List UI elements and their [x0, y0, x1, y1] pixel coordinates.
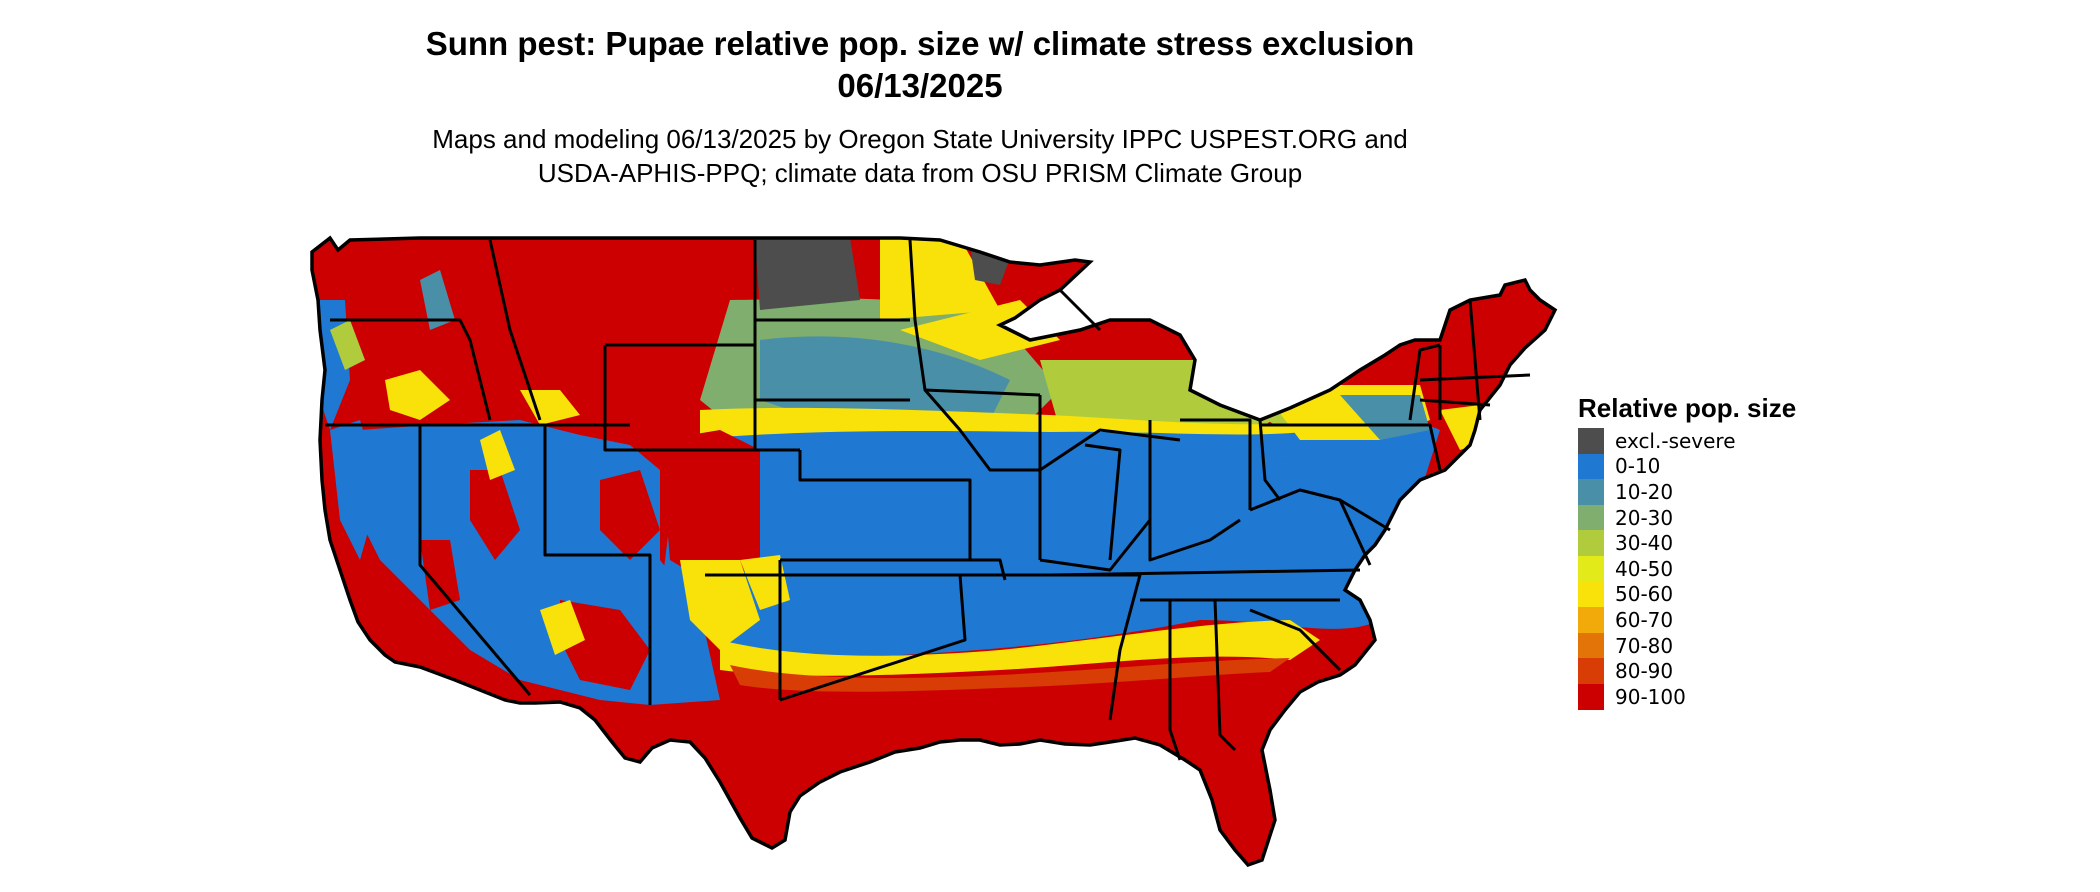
map-title: Sunn pest: Pupae relative pop. size w/ c… [425, 25, 1415, 62]
legend-label: 90-100 [1615, 684, 1686, 709]
legend-swatch [1578, 530, 1604, 556]
legend-item: 0-10 [1578, 453, 1796, 480]
legend-swatch [1578, 453, 1604, 480]
legend-swatch [1578, 632, 1604, 659]
legend-item: excl.-severe [1578, 428, 1796, 454]
legend-item: 70-80 [1578, 632, 1796, 659]
legend-item: 60-70 [1578, 607, 1796, 633]
legend-label: 60-70 [1615, 607, 1674, 632]
legend-label: 10-20 [1615, 479, 1674, 504]
legend-item: 40-50 [1578, 555, 1796, 582]
legend-swatch [1578, 428, 1604, 454]
legend-swatch [1578, 504, 1604, 531]
legend-title: Relative pop. size [1578, 393, 1797, 423]
map-subtitle-line-2: USDA-APHIS-PPQ; climate data from OSU PR… [537, 158, 1303, 188]
legend-item: 50-60 [1578, 581, 1796, 608]
legend-swatch [1578, 683, 1604, 710]
legend-swatch [1578, 479, 1604, 505]
legend-item: 80-90 [1578, 658, 1796, 684]
legend-swatch [1578, 581, 1604, 608]
legend-swatch [1578, 555, 1604, 582]
legend-label: 30-40 [1615, 531, 1674, 556]
legend-item: 20-30 [1578, 504, 1796, 531]
legend-swatch [1578, 658, 1604, 684]
legend-label: 20-30 [1615, 505, 1674, 530]
map-date: 06/13/2025 [837, 67, 1003, 104]
legend-item: 10-20 [1578, 479, 1796, 505]
legend-item: 30-40 [1578, 530, 1796, 556]
legend-label: excl.-severe [1615, 428, 1736, 453]
legend-label: 0-10 [1615, 454, 1661, 479]
legend-swatch [1578, 607, 1604, 633]
legend-label: 50-60 [1615, 582, 1674, 607]
legend-label: 40-50 [1615, 556, 1674, 581]
map-subtitle-line-1: Maps and modeling 06/13/2025 by Oregon S… [432, 124, 1408, 154]
legend-label: 80-90 [1615, 659, 1674, 684]
legend-label: 70-80 [1615, 633, 1674, 658]
legend-items: excl.-severe 0-10 10-20 20-30 30-40 40-50 50-6… [1578, 428, 1796, 710]
legend-item: 90-100 [1578, 683, 1796, 710]
legend: Relative pop. size excl.-severe 0-10 10-20… [1578, 392, 1796, 710]
